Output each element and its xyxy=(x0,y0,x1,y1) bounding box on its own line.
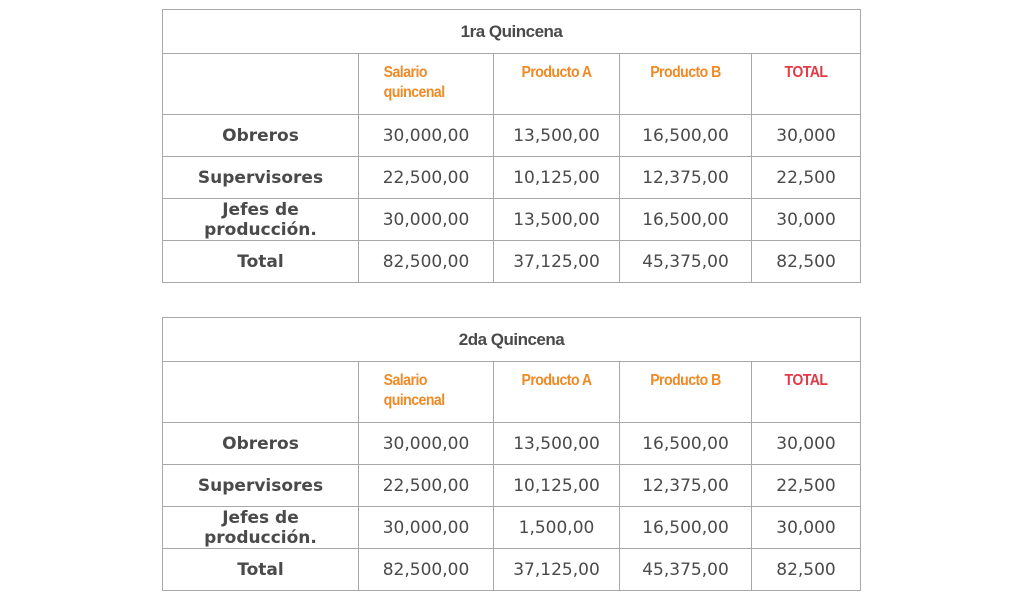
table-title: 1ra Quincena xyxy=(161,9,862,54)
header-producto-a: Producto A xyxy=(521,372,592,389)
cell-producto-b: 12,375,00 xyxy=(619,156,752,199)
cell-producto-a: 37,125,00 xyxy=(493,548,620,591)
table-row: Supervisores 22,500,00 10,125,00 12,375,… xyxy=(162,156,862,199)
cell-total: 82,500 xyxy=(751,548,861,591)
cell-total: 30,000 xyxy=(751,506,861,549)
header-producto-a: Producto A xyxy=(521,64,592,81)
row-label: Supervisores xyxy=(162,156,359,199)
header-row: Salario quincenal Producto A Producto B … xyxy=(162,53,862,115)
cell-producto-b: 16,500,00 xyxy=(619,198,752,241)
table-row: Total 82,500,00 37,125,00 45,375,00 82,5… xyxy=(162,548,861,591)
row-label: Total xyxy=(162,240,359,283)
cell-salario: 30,000,00 xyxy=(358,422,494,465)
cell-salario: 82,500,00 xyxy=(358,548,494,591)
header-total: TOTAL xyxy=(784,64,829,81)
cell-total: 82,500 xyxy=(750,240,862,283)
cell-producto-b: 16,500,00 xyxy=(619,114,752,157)
cell-producto-b: 45,375,00 xyxy=(619,548,752,591)
row-label: Total xyxy=(162,548,359,591)
table-2da-quincena: 2da Quincena Salario quincenal Producto … xyxy=(162,317,861,591)
cell-salario: 30,000,00 xyxy=(358,506,494,549)
table-row: Obreros 30,000,00 13,500,00 16,500,00 30… xyxy=(162,422,861,465)
row-label: Jefes de producción. xyxy=(162,506,359,549)
cell-salario: 22,500,00 xyxy=(358,464,494,507)
cell-total: 30,000 xyxy=(751,422,861,465)
header-empty xyxy=(162,361,359,423)
cell-producto-b: 12,375,00 xyxy=(619,464,752,507)
cell-total: 30,000 xyxy=(750,114,862,157)
header-row: Salario quincenal Producto A Producto B … xyxy=(162,361,861,423)
header-producto-b: Producto B xyxy=(650,64,721,81)
cell-producto-a: 13,500,00 xyxy=(493,114,620,157)
cell-total: 22,500 xyxy=(750,156,862,199)
cell-producto-a: 1,500,00 xyxy=(493,506,620,549)
cell-producto-b: 45,375,00 xyxy=(619,240,752,283)
header-empty xyxy=(162,53,359,115)
table-row: Total 82,500,00 37,125,00 45,375,00 82,5… xyxy=(162,240,862,283)
cell-producto-a: 10,125,00 xyxy=(493,156,620,199)
cell-producto-a: 13,500,00 xyxy=(493,422,620,465)
row-label: Obreros xyxy=(162,422,359,465)
row-label: Supervisores xyxy=(162,464,359,507)
cell-salario: 30,000,00 xyxy=(358,114,494,157)
cell-producto-b: 16,500,00 xyxy=(619,506,752,549)
row-label: Jefes de producción. xyxy=(162,198,359,241)
table-row: Jefes de producción. 30,000,00 1,500,00 … xyxy=(162,506,861,549)
table-row: Jefes de producción. 30,000,00 13,500,00… xyxy=(162,198,862,241)
header-salario-quincenal: Salario quincenal xyxy=(383,372,445,409)
cell-producto-a: 37,125,00 xyxy=(493,240,620,283)
header-salario-quincenal: Salario quincenal xyxy=(383,64,445,101)
table-row: Supervisores 22,500,00 10,125,00 12,375,… xyxy=(162,464,861,507)
header-total: TOTAL xyxy=(784,372,828,389)
cell-salario: 22,500,00 xyxy=(358,156,494,199)
cell-salario: 30,000,00 xyxy=(358,198,494,241)
table-row: Obreros 30,000,00 13,500,00 16,500,00 30… xyxy=(162,114,862,157)
cell-producto-b: 16,500,00 xyxy=(619,422,752,465)
cell-producto-a: 10,125,00 xyxy=(493,464,620,507)
table-1ra-quincena: 1ra Quincena Salario quincenal Producto … xyxy=(161,9,862,283)
header-producto-b: Producto B xyxy=(650,372,721,389)
cell-producto-a: 13,500,00 xyxy=(493,198,620,241)
cell-salario: 82,500,00 xyxy=(358,240,494,283)
cell-total: 22,500 xyxy=(751,464,861,507)
row-label: Obreros xyxy=(162,114,359,157)
cell-total: 30,000 xyxy=(750,198,862,241)
table-title: 2da Quincena xyxy=(162,317,861,362)
